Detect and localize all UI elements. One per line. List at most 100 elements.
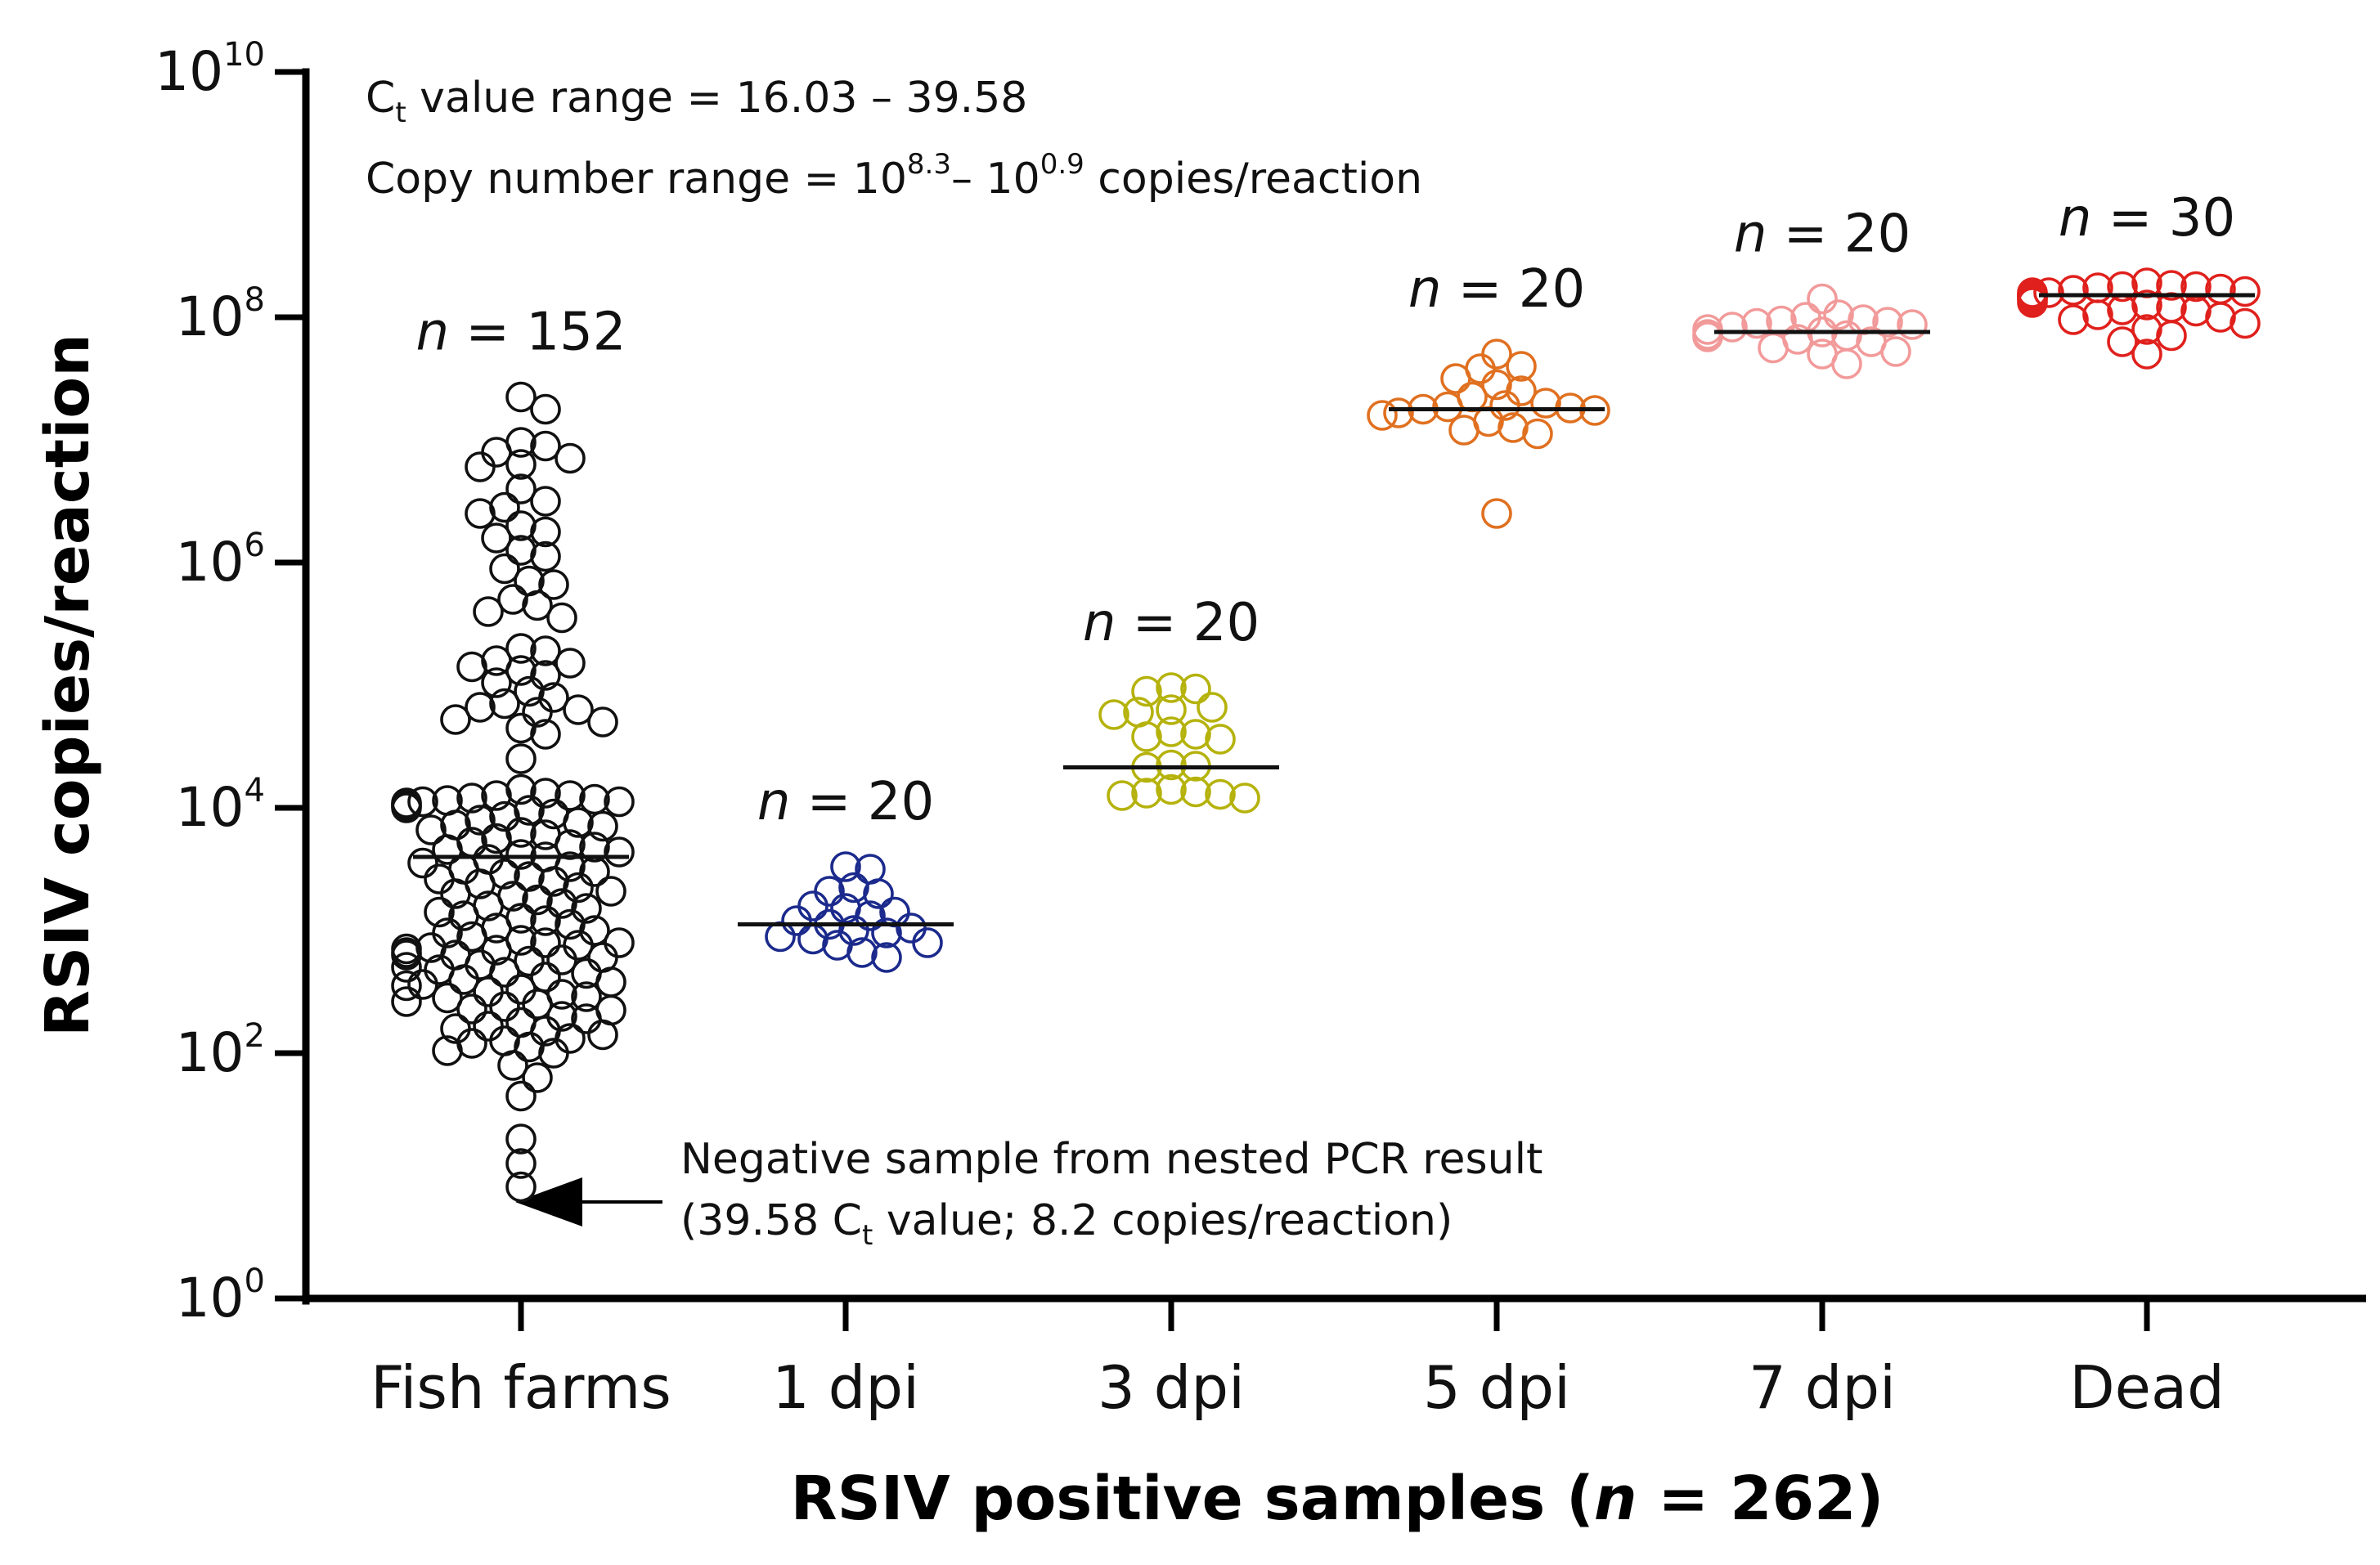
negative-sample-note-line2: (39.58 Ct value; 8.2 copies/reaction) xyxy=(680,1196,1453,1252)
data-point xyxy=(522,884,553,916)
data-point xyxy=(1481,369,1512,401)
n-count-label: n = 20 xyxy=(757,772,934,832)
data-point xyxy=(1107,780,1138,811)
data-point xyxy=(1383,397,1414,428)
data-point xyxy=(391,792,422,823)
data-point xyxy=(465,692,496,723)
data-point xyxy=(473,1011,504,1042)
data-point xyxy=(2230,307,2261,339)
data-point xyxy=(1205,724,1236,755)
data-point xyxy=(538,866,569,897)
data-point xyxy=(546,602,577,634)
data-point xyxy=(1098,699,1129,730)
n-count-label: n = 30 xyxy=(2059,188,2235,249)
data-point xyxy=(1432,391,1463,423)
data-point xyxy=(505,1148,537,1179)
data-point xyxy=(546,944,577,975)
data-point xyxy=(407,847,438,879)
data-point xyxy=(456,993,487,1025)
data-point xyxy=(432,834,463,865)
data-point xyxy=(604,927,635,958)
data-point xyxy=(1831,348,1862,379)
x-tick-label: Dead xyxy=(2069,1353,2225,1422)
data-point xyxy=(530,635,561,666)
data-point xyxy=(579,832,610,863)
data-point xyxy=(407,786,438,818)
data-point xyxy=(505,839,537,870)
data-point xyxy=(1367,400,1398,431)
data-point xyxy=(481,780,512,811)
y-tick-label: 100 xyxy=(176,1262,265,1330)
data-point xyxy=(571,893,602,924)
data-point xyxy=(595,966,626,998)
data-point xyxy=(1440,363,1471,394)
data-point xyxy=(1131,675,1162,707)
data-point xyxy=(530,927,561,958)
data-point xyxy=(530,540,561,572)
negative-sample-arrow-head xyxy=(515,1177,582,1226)
data-point xyxy=(571,1003,602,1034)
data-point xyxy=(514,795,545,826)
data-point xyxy=(522,590,553,621)
data-point xyxy=(505,1080,537,1112)
data-point xyxy=(391,952,422,983)
data-point xyxy=(489,991,520,1022)
data-point xyxy=(1823,299,1854,330)
data-point xyxy=(530,486,561,517)
data-point xyxy=(1156,749,1187,781)
data-point xyxy=(1766,305,1797,337)
data-point xyxy=(505,1171,537,1203)
data-point xyxy=(1489,390,1520,421)
data-point xyxy=(489,688,520,720)
data-point xyxy=(563,694,594,725)
data-point xyxy=(1180,776,1211,808)
data-point xyxy=(505,473,537,504)
data-point xyxy=(2180,271,2212,303)
data-point xyxy=(440,704,471,735)
n-count-label: n = 20 xyxy=(1408,259,1585,320)
data-point xyxy=(555,908,586,940)
data-point xyxy=(1205,778,1236,810)
ct-range-note: Ct value range = 16.03 – 39.58 xyxy=(366,74,1027,129)
y-axis-title: RSIV copies/reaction xyxy=(33,334,103,1037)
data-point xyxy=(2107,326,2138,357)
data-point xyxy=(595,876,626,907)
data-point xyxy=(587,706,618,738)
data-point xyxy=(530,393,561,425)
n-count-label: n = 20 xyxy=(1734,204,1911,265)
data-point xyxy=(505,1123,537,1155)
data-point xyxy=(391,939,422,971)
y-tick-label: 1010 xyxy=(155,36,265,103)
data-point xyxy=(2131,289,2162,321)
data-point xyxy=(555,442,586,474)
data-point xyxy=(465,498,496,529)
data-point xyxy=(1448,415,1480,446)
data-point xyxy=(505,535,537,566)
data-point xyxy=(1498,412,1529,443)
data-point xyxy=(838,872,869,904)
data-point xyxy=(522,989,553,1020)
data-point xyxy=(514,675,545,707)
data-point xyxy=(1131,721,1162,752)
data-point xyxy=(765,921,796,953)
data-point xyxy=(391,970,422,1002)
data-point xyxy=(587,1019,618,1051)
data-point xyxy=(497,584,528,615)
negative-sample-note-line1: Negative sample from nested PCR result xyxy=(680,1135,1543,1184)
data-point xyxy=(1156,716,1187,747)
data-point xyxy=(1229,782,1260,814)
data-point xyxy=(489,957,520,988)
data-point xyxy=(912,927,943,958)
data-point xyxy=(407,969,438,1000)
data-point xyxy=(505,449,537,480)
data-point xyxy=(1758,332,1789,364)
data-point xyxy=(2131,314,2162,345)
data-point xyxy=(530,660,561,691)
x-axis-title: RSIV positive samples (n = 262) xyxy=(791,1464,1884,1534)
data-point xyxy=(481,522,512,554)
data-point xyxy=(1506,351,1537,382)
data-point xyxy=(555,780,586,811)
y-tick-label: 104 xyxy=(176,772,265,839)
data-point xyxy=(391,986,422,1017)
data-point xyxy=(1741,307,1772,339)
